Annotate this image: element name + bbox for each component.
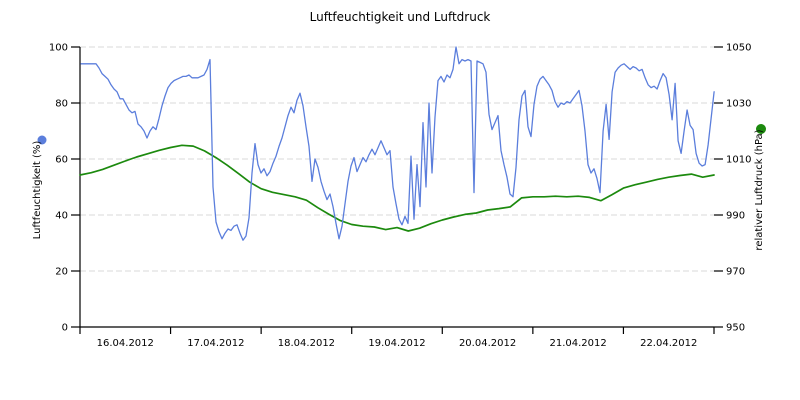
humidity-series-line (80, 46, 715, 241)
right-axis-ticks: 950 970 990 1010 1030 1050 (714, 43, 751, 334)
left-tick-label: 80 (55, 99, 68, 110)
axes (79, 47, 714, 328)
pressure-series-line (79, 144, 715, 232)
x-tick-label: 18.04.2012 (278, 338, 335, 349)
left-tick-label: 100 (49, 43, 68, 54)
left-tick-label: 0 (62, 323, 68, 334)
right-tick-label: 1050 (726, 43, 751, 54)
x-axis-labels: 16.04.2012 17.04.2012 18.04.2012 19.04.2012… (97, 338, 698, 349)
gridlines (80, 46, 714, 272)
right-tick-label: 990 (726, 211, 745, 222)
right-tick-label: 970 (726, 267, 745, 278)
pressure-legend-dot (756, 124, 766, 134)
x-tick-label: 17.04.2012 (187, 338, 244, 349)
left-tick-label: 20 (55, 267, 68, 278)
humidity-legend-dot (37, 135, 47, 145)
left-axis-ticks: 0 20 40 60 80 100 (49, 43, 80, 334)
x-tick-label: 20.04.2012 (459, 338, 516, 349)
plot-area[interactable] (80, 47, 714, 327)
x-tick-label: 16.04.2012 (97, 338, 154, 349)
left-axis-title: Luftfeuchtigkeit (%) (32, 141, 43, 240)
right-tick-label: 1010 (726, 155, 751, 166)
x-tick-label: 22.04.2012 (640, 338, 697, 349)
left-tick-label: 60 (55, 155, 68, 166)
right-tick-label: 1030 (726, 99, 751, 110)
x-tick-label: 21.04.2012 (550, 338, 607, 349)
right-axis-title: relativer Luftdruck (hPa) (754, 129, 765, 250)
right-tick-label: 950 (726, 323, 745, 334)
left-tick-label: 40 (55, 211, 68, 222)
x-tick-label: 19.04.2012 (368, 338, 425, 349)
x-axis-ticks (79, 327, 715, 334)
chart-title: Luftfeuchtigkeit und Luftdruck (310, 10, 491, 24)
